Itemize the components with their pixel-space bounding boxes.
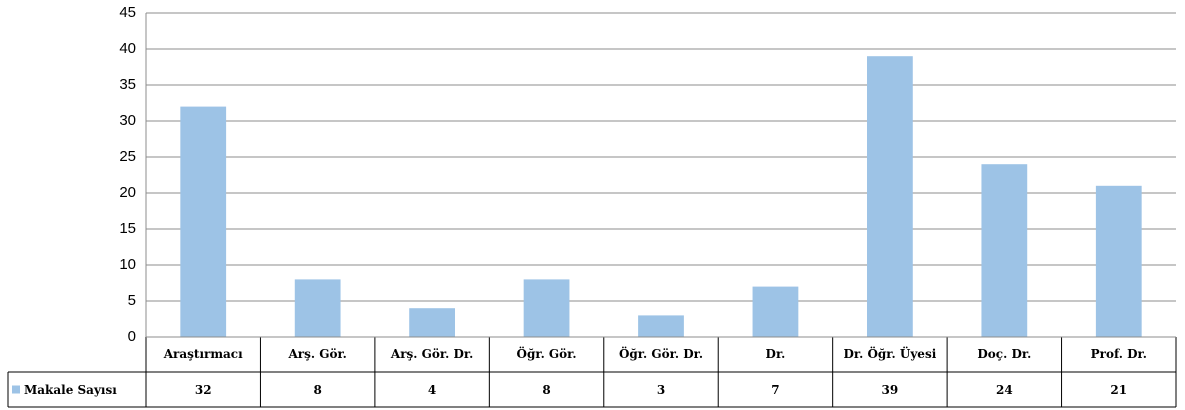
bar — [981, 164, 1028, 337]
bar — [867, 56, 913, 337]
table-value: 3 — [657, 383, 665, 397]
y-tick-label: 5 — [128, 292, 136, 309]
legend-label: Makale Sayısı — [24, 383, 117, 397]
y-tick-label: 15 — [119, 220, 136, 237]
table-value: 39 — [882, 383, 899, 397]
table-value: 8 — [313, 383, 321, 397]
table-value: 32 — [195, 383, 212, 397]
y-tick-label: 20 — [119, 184, 136, 201]
bar — [523, 279, 570, 337]
y-tick-label: 35 — [119, 76, 136, 93]
x-tick-label-box: Dr. — [765, 347, 786, 361]
table-value: 21 — [1110, 383, 1127, 397]
x-tick-label: Arş. Gör. — [288, 347, 347, 361]
bar — [638, 315, 684, 337]
bar — [752, 286, 799, 337]
legend-swatch — [12, 385, 20, 394]
x-tick-label: Öğr. Gör. — [516, 347, 577, 361]
x-tick-label: Arş. Gör. Dr. — [390, 347, 474, 361]
y-tick-label: 0 — [128, 328, 136, 345]
table-value: 4 — [428, 383, 436, 397]
x-tick-label-box: Arş. Gör. — [288, 347, 347, 361]
y-tick-label: 10 — [119, 256, 136, 273]
x-tick-label-box: Arş. Gör. Dr. — [390, 347, 474, 361]
x-tick-label: Dr. — [765, 347, 786, 361]
bar — [180, 106, 227, 337]
y-tick-label: 30 — [119, 112, 136, 129]
y-tick-label: 40 — [119, 40, 136, 57]
y-tick-label: 25 — [119, 148, 136, 165]
x-tick-label-box: Araştırmacı — [163, 347, 243, 361]
x-tick-label-box: Öğr. Gör. — [516, 347, 577, 361]
x-tick-label-box: Öğr. Gör. Dr. — [618, 347, 704, 361]
y-tick-label: 45 — [119, 4, 136, 21]
x-tick-label-box: Doç. Dr. — [977, 347, 1032, 361]
table-value: 8 — [542, 383, 550, 397]
x-tick-label: Dr. Öğr. Üyesi — [843, 347, 937, 361]
x-tick-label: Doç. Dr. — [977, 347, 1032, 361]
x-tick-label: Araştırmacı — [163, 347, 243, 361]
x-tick-label-box: Prof. Dr. — [1090, 347, 1147, 361]
table-value: 7 — [771, 383, 779, 397]
bar — [1095, 185, 1142, 337]
x-tick-label: Prof. Dr. — [1090, 347, 1147, 361]
bar — [294, 279, 341, 337]
x-tick-label: Öğr. Gör. Dr. — [618, 347, 704, 361]
table-value: 24 — [996, 383, 1013, 397]
x-tick-label-box: Dr. Öğr. Üyesi — [843, 347, 937, 361]
bar — [409, 308, 455, 337]
